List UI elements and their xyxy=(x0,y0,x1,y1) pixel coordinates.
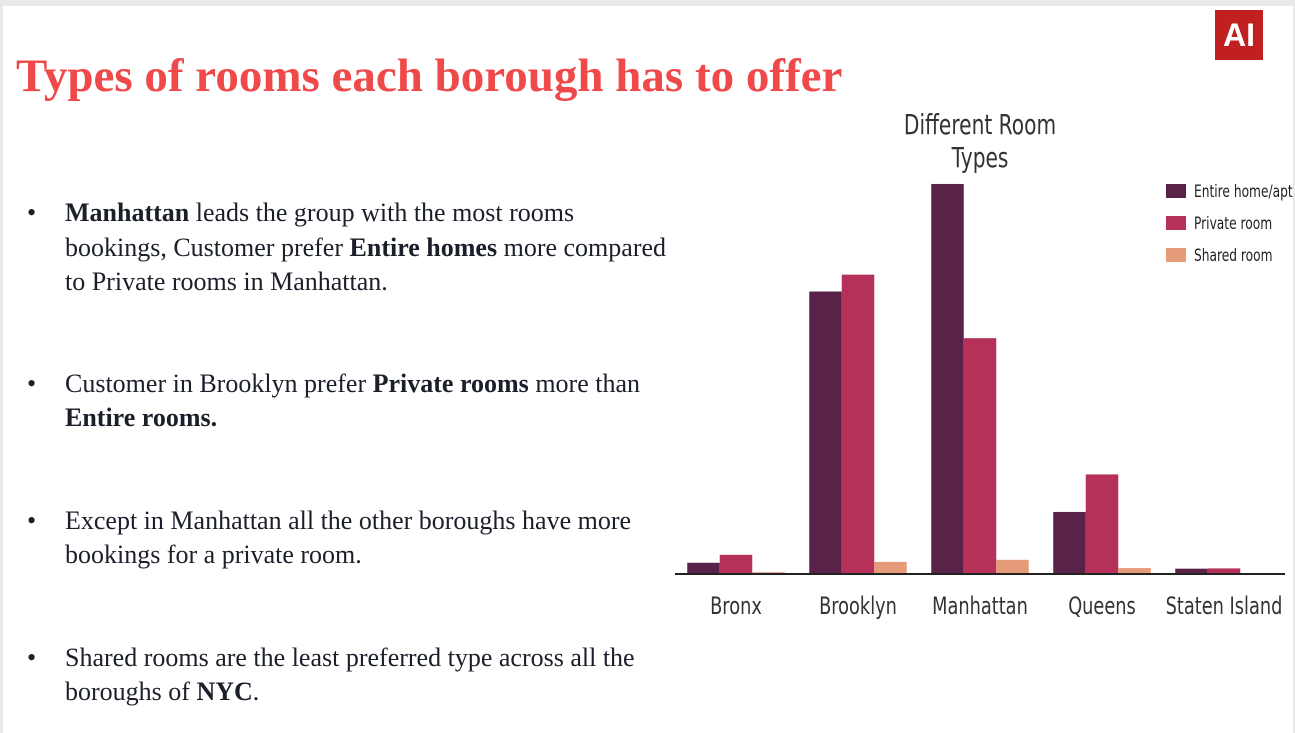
bullet-text: more compared to Private rooms in Manhat… xyxy=(65,232,667,297)
bar-manhattan-private-room xyxy=(963,338,997,574)
ai-logo: AI xyxy=(1215,10,1263,60)
bullet-text: Shared rooms are the least preferred typ… xyxy=(65,642,635,707)
bullet-item: Except in Manhattan all the other boroug… xyxy=(20,504,670,573)
x-tick-label: Brooklyn xyxy=(819,591,897,619)
bar-brooklyn-entire-home-apt xyxy=(809,291,842,574)
chart-title: Different Room Types xyxy=(903,108,1057,174)
legend-label: Private room xyxy=(1194,214,1272,234)
bar-queens-shared-room xyxy=(1118,568,1151,574)
bullet-text-bold: Entire rooms. xyxy=(65,403,218,432)
legend-swatch xyxy=(1166,248,1186,262)
bar-queens-entire-home-apt xyxy=(1053,511,1086,574)
legend-label: Shared room xyxy=(1194,246,1273,266)
bullet-item: Shared rooms are the least preferred typ… xyxy=(20,641,670,710)
x-tick-label: Queens xyxy=(1068,591,1136,619)
slide-title: Types of rooms each borough has to offer xyxy=(16,50,843,102)
bar-manhattan-entire-home-apt xyxy=(931,183,964,574)
bar-queens-private-room xyxy=(1085,474,1119,574)
bar-brooklyn-shared-room xyxy=(874,561,907,574)
x-tick-label: Staten Island xyxy=(1166,591,1283,619)
bar-bronx-private-room xyxy=(719,554,753,574)
bullet-text: more than xyxy=(528,368,640,398)
legend: Entire home/apt Private room Shared room xyxy=(1166,182,1293,266)
legend-swatch xyxy=(1166,216,1186,230)
bar-staten-island-private-room xyxy=(1207,568,1241,574)
bar-brooklyn-private-room xyxy=(841,274,875,574)
bullet-text: leads the group with the most rooms book… xyxy=(65,198,575,262)
x-tick-labels: Bronx Brooklyn Manhattan Queens Staten Islan… xyxy=(710,591,1282,619)
bar-manhattan-shared-room xyxy=(996,559,1029,574)
bar-staten-island-entire-home-apt xyxy=(1175,568,1208,574)
bullet-text: Except in Manhattan all the other boroug… xyxy=(65,505,632,570)
bullet-item: Customer in Brooklyn prefer Private room… xyxy=(20,367,670,436)
bullet-item: Manhattan leads the group with the most … xyxy=(20,196,670,300)
bullet-list: Manhattan leads the group with the most … xyxy=(20,196,670,710)
bullet-text-bold: Private rooms xyxy=(372,368,529,398)
bullet-text-bold: NYC xyxy=(196,677,253,706)
bullet-text-bold: Entire homes xyxy=(349,232,498,262)
legend-label: Entire home/apt xyxy=(1194,182,1293,202)
bar-group xyxy=(687,183,1273,574)
bullet-text: . xyxy=(252,677,260,706)
x-tick-label: Manhattan xyxy=(932,591,1028,619)
bullet-text: Customer in Brooklyn prefer xyxy=(65,368,373,398)
bar-bronx-entire-home-apt xyxy=(687,562,720,574)
legend-swatch xyxy=(1166,184,1186,198)
bullet-text-bold: Manhattan xyxy=(65,198,190,227)
x-tick-label: Bronx xyxy=(710,591,762,619)
